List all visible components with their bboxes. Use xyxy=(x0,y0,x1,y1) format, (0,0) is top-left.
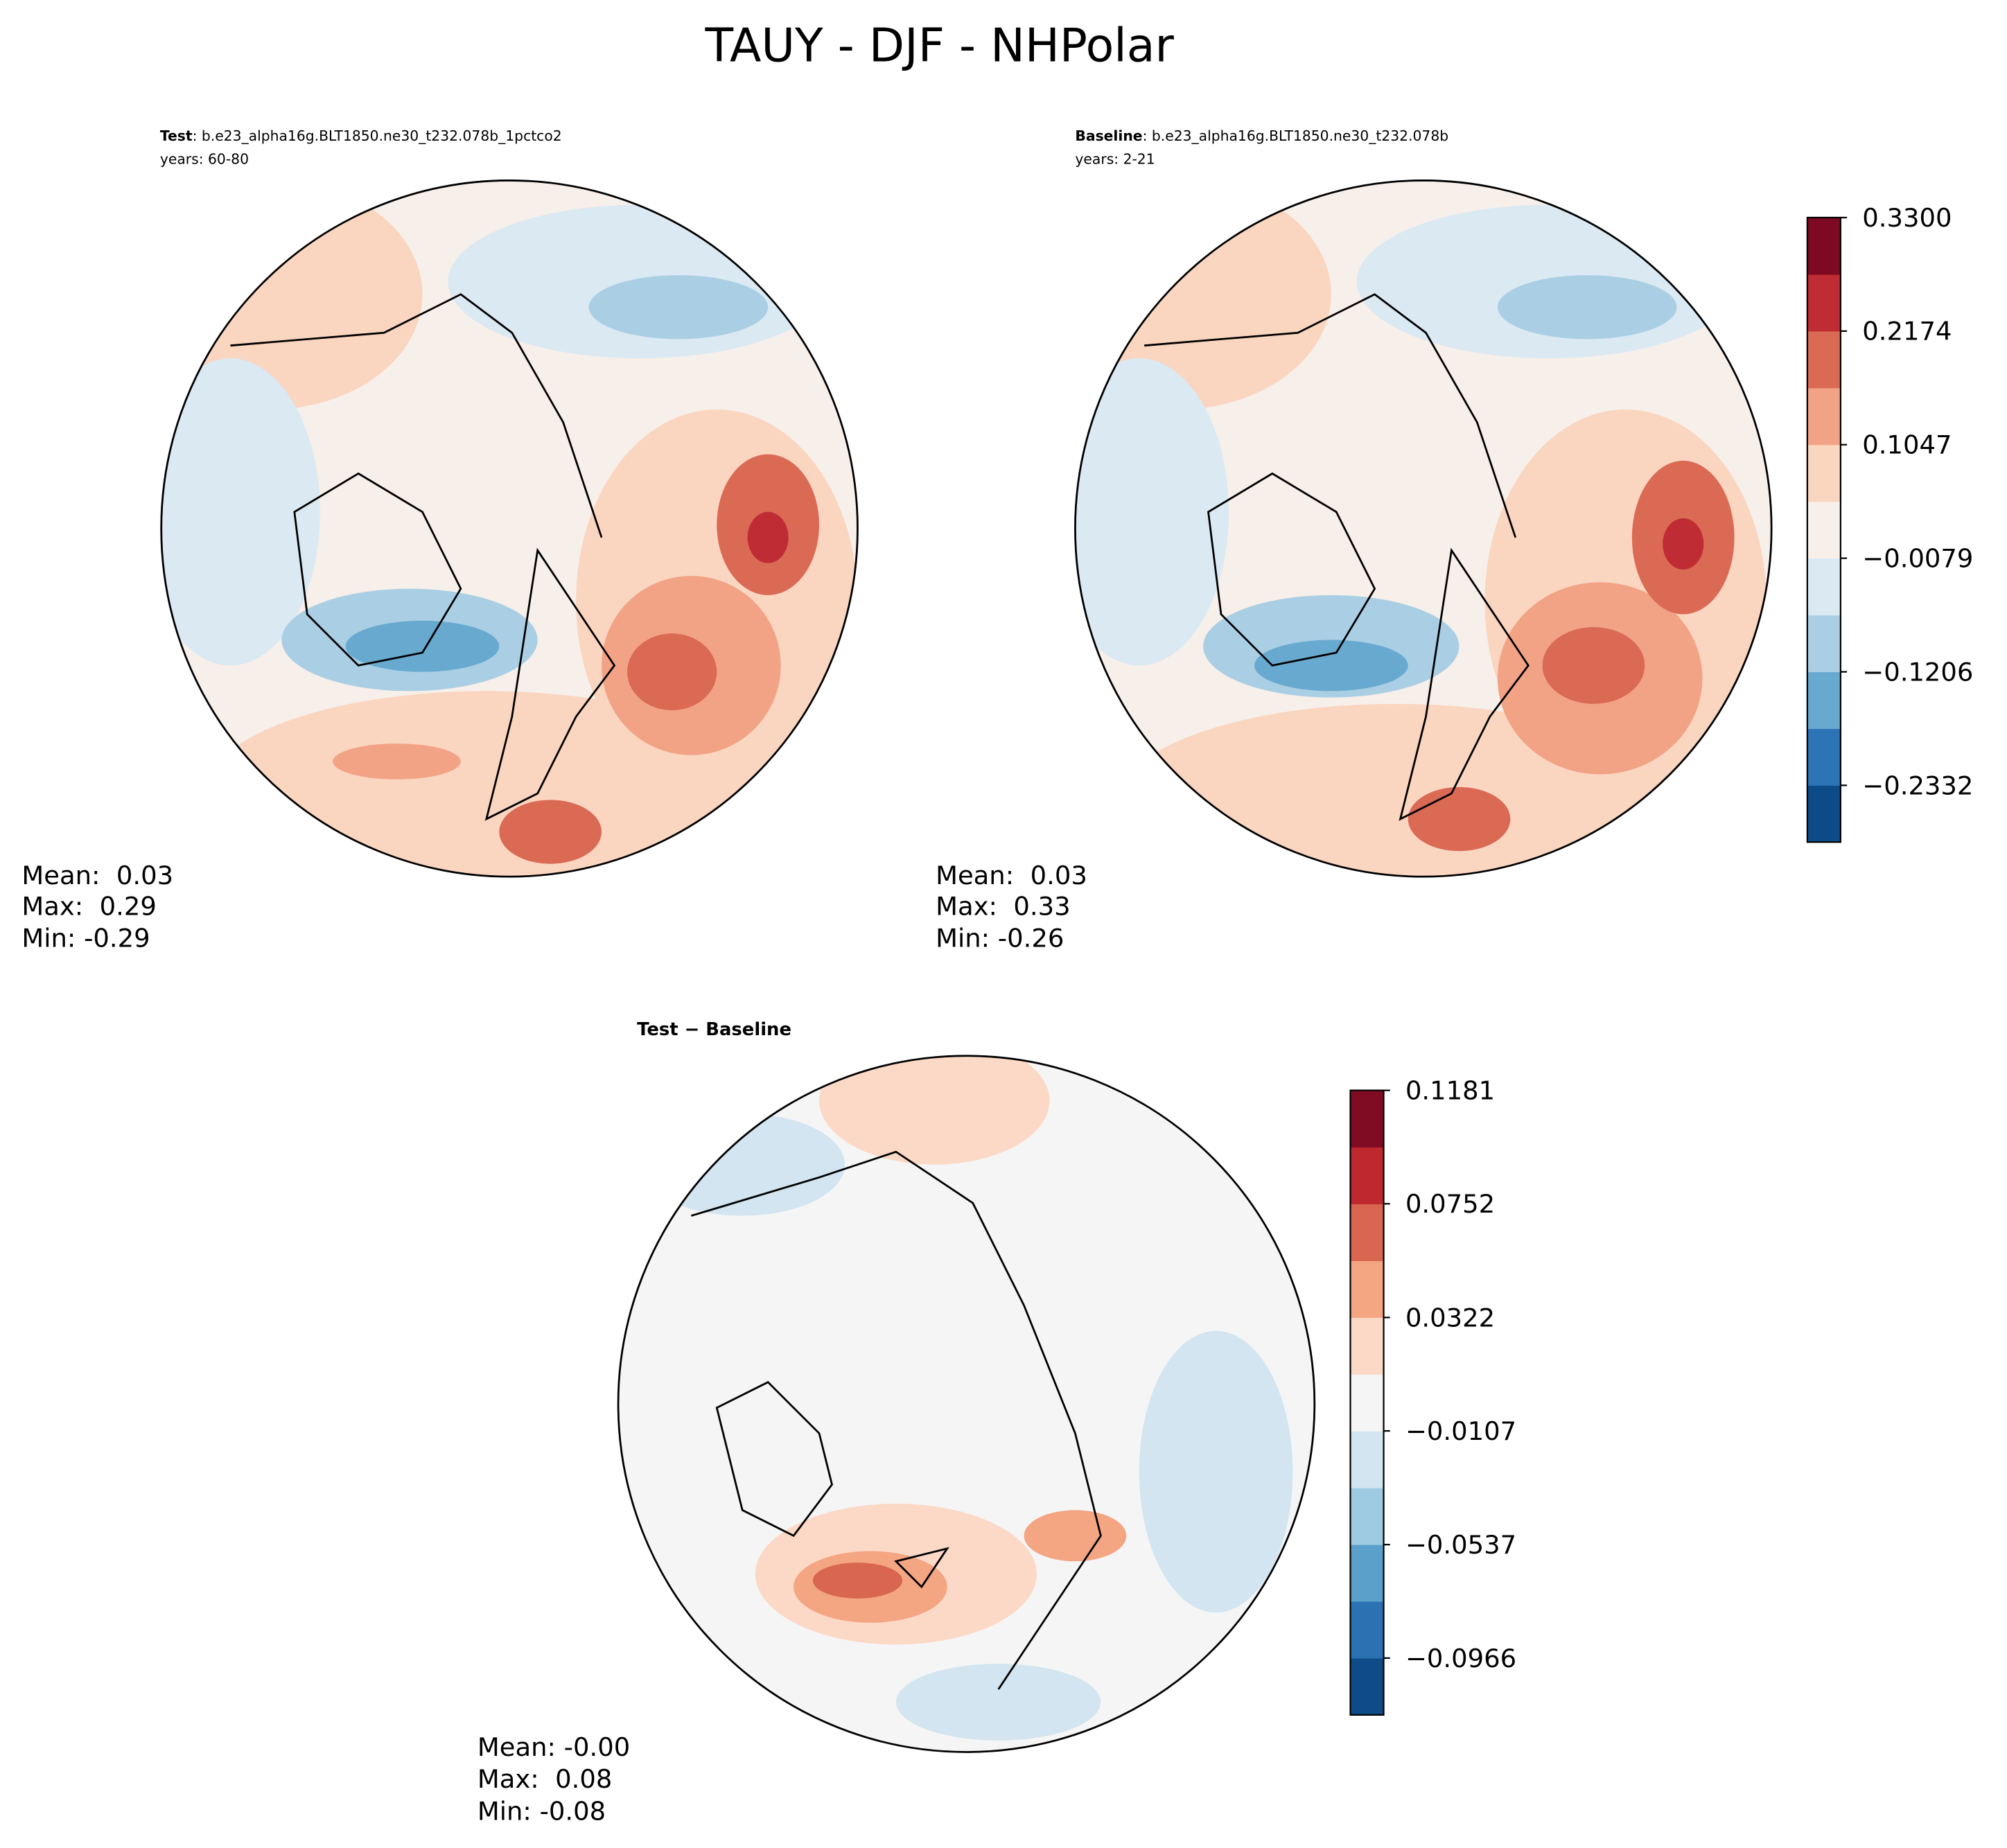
colorbar-tick-label: −0.0537 xyxy=(1405,1530,1516,1560)
panel-label: Test − Baseline xyxy=(637,1019,791,1040)
colorbar-band xyxy=(1350,1317,1384,1375)
figure-title: TAUY - DJF - NHPolar xyxy=(705,19,1175,73)
map-border xyxy=(617,1055,1316,1753)
colorbar-tick-label: −0.0107 xyxy=(1405,1416,1516,1446)
map-field xyxy=(618,1055,1315,1752)
stat: Min: -0.08 xyxy=(477,1796,606,1826)
colorbar-tick-label: 0.0322 xyxy=(1405,1303,1495,1332)
panel-years: years: 60-80 xyxy=(160,150,249,167)
colorbar-tick-label: −0.1206 xyxy=(1862,657,1973,687)
panel-header: Test: b.e23_alpha16g.BLT1850.ne30_t232.0… xyxy=(160,127,562,145)
panel-case: : b.e23_alpha16g.BLT1850.ne30_t232.078b xyxy=(1143,127,1449,145)
colorbar-band xyxy=(1807,387,1841,446)
map-border xyxy=(160,179,859,878)
colorbar-band xyxy=(1807,501,1841,559)
stat: Max: 0.29 xyxy=(21,892,156,922)
colorbar-band xyxy=(1807,217,1841,275)
stat: Mean: 0.03 xyxy=(936,861,1087,890)
panel-label: Test xyxy=(160,127,193,144)
colorbar-band xyxy=(1350,1657,1384,1716)
colorbar-tick-label: 0.1047 xyxy=(1862,430,1952,460)
colorbar-band xyxy=(1350,1488,1384,1545)
map-border xyxy=(1074,179,1773,878)
colorbar-tick-label: 0.1181 xyxy=(1405,1076,1495,1106)
colorbar-band xyxy=(1350,1601,1384,1659)
colorbar-band xyxy=(1350,1204,1384,1261)
colorbar-tick-label: −0.0966 xyxy=(1405,1644,1516,1673)
stat: Max: 0.33 xyxy=(936,892,1070,922)
colorbar-frame xyxy=(1806,216,1842,843)
colorbar-band xyxy=(1807,558,1841,616)
colorbar-band xyxy=(1807,444,1841,502)
colorbar-band xyxy=(1807,671,1841,729)
panel-header: Baseline: b.e23_alpha16g.BLT1850.ne30_t2… xyxy=(1075,127,1448,145)
colorbar-band xyxy=(1807,785,1841,843)
stat: Mean: -0.00 xyxy=(477,1732,630,1762)
colorbar-frame xyxy=(1349,1089,1385,1716)
stat: Mean: 0.03 xyxy=(21,861,173,890)
panel-years: years: 2-21 xyxy=(1075,150,1155,167)
panel-label: Baseline xyxy=(1075,127,1142,144)
map-field xyxy=(1075,180,1772,877)
colorbar-band xyxy=(1807,331,1841,389)
colorbar-band xyxy=(1350,1090,1384,1148)
coastline xyxy=(1144,293,1530,821)
colorbar-band xyxy=(1350,1147,1384,1205)
colorbar-band xyxy=(1807,615,1841,673)
colorbar-tick-label: 0.2174 xyxy=(1862,317,1952,346)
colorbar-tick-label: 0.0752 xyxy=(1405,1189,1495,1219)
coastline xyxy=(230,293,616,821)
map-field xyxy=(161,180,858,877)
colorbar-tick-label: −0.2332 xyxy=(1862,771,1973,800)
colorbar-band xyxy=(1350,1260,1384,1318)
coastline xyxy=(690,1150,1102,1690)
panel-case: : b.e23_alpha16g.BLT1850.ne30_t232.078b_… xyxy=(193,127,562,145)
colorbar-band xyxy=(1807,274,1841,332)
stat: Max: 0.08 xyxy=(477,1764,612,1794)
colorbar-band xyxy=(1350,1545,1384,1602)
colorbar-band xyxy=(1807,728,1841,786)
stat: Min: -0.26 xyxy=(936,924,1064,953)
colorbar-band xyxy=(1350,1431,1384,1488)
colorbar-band xyxy=(1350,1374,1384,1432)
colorbar-tick-label: 0.3300 xyxy=(1862,203,1952,233)
colorbar-tick-label: −0.0079 xyxy=(1862,544,1973,574)
stat: Min: -0.29 xyxy=(21,924,150,953)
